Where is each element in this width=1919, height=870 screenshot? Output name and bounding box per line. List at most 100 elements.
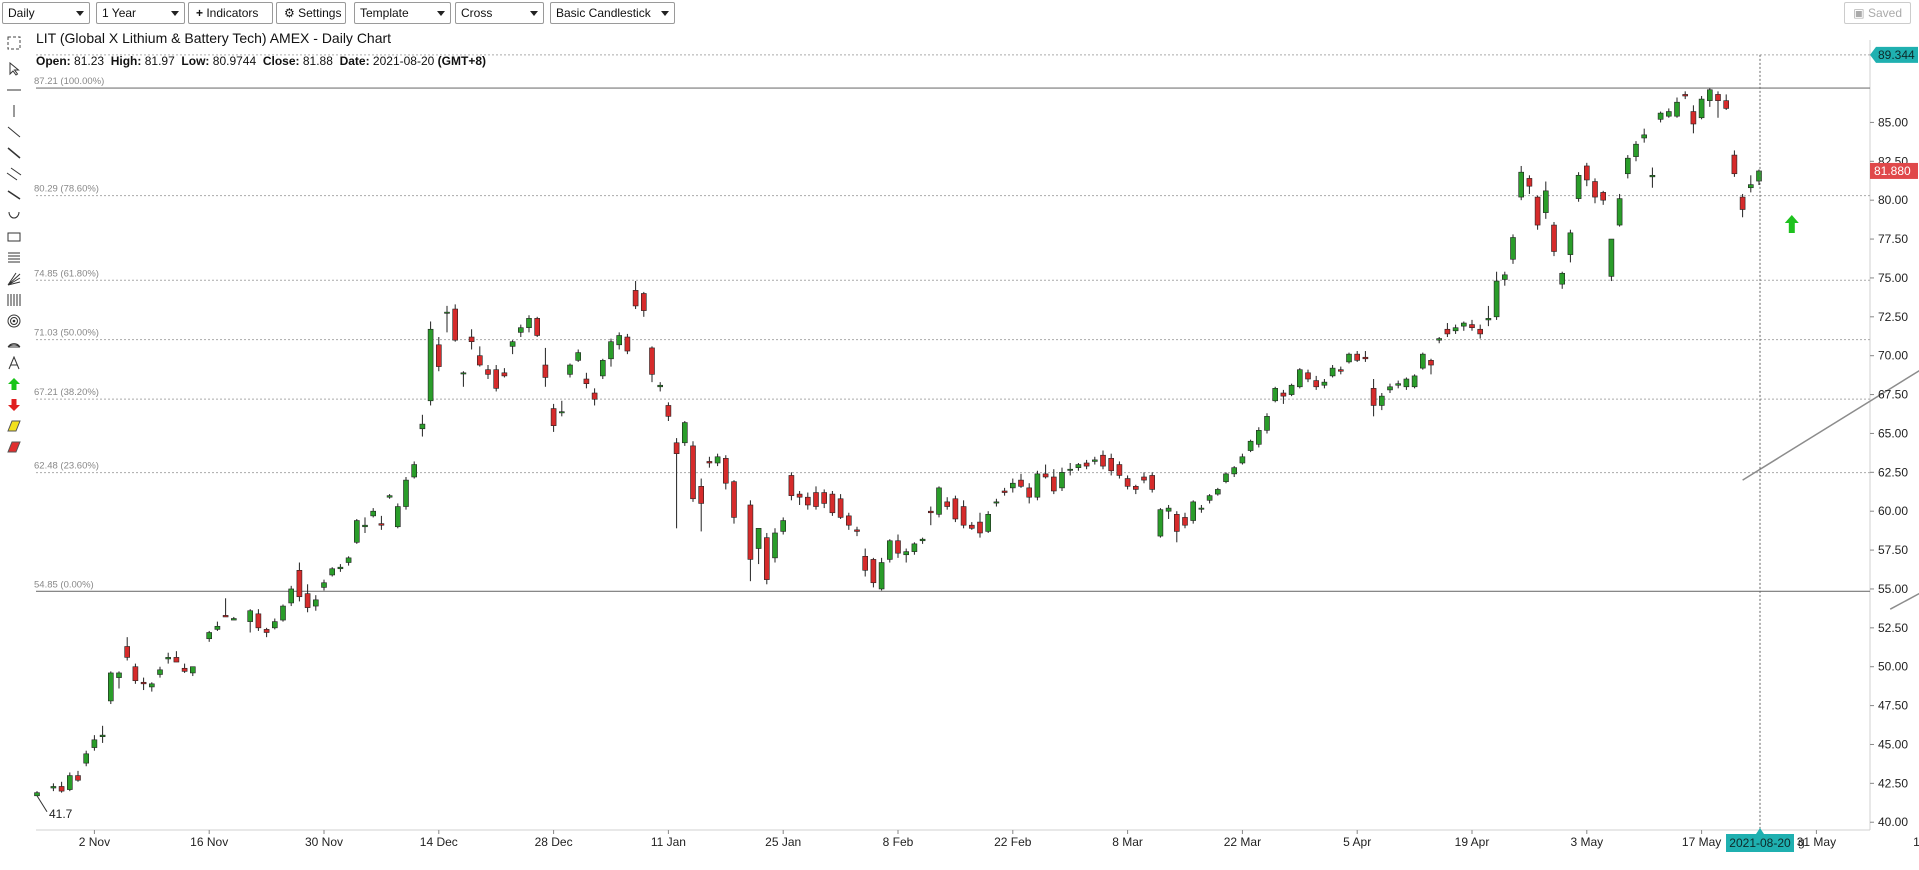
candle-down — [1477, 328, 1483, 335]
candle-up — [1157, 509, 1164, 537]
candle-up — [312, 599, 319, 607]
candle-up — [1395, 383, 1401, 386]
candle-up — [165, 657, 171, 660]
y-tick-label: 80.00 — [1878, 193, 1908, 207]
highlighter-icon[interactable] — [4, 417, 24, 435]
rectangle-icon[interactable] — [4, 228, 24, 246]
candle-up — [878, 562, 885, 590]
speed-arc-icon[interactable] — [4, 333, 24, 351]
candle-up — [353, 520, 360, 543]
close-value: 81.88 — [302, 54, 333, 68]
interval-value: Daily — [8, 6, 35, 20]
candle-down — [1149, 475, 1155, 490]
candle-down — [1731, 154, 1738, 175]
fan-icon[interactable] — [4, 270, 24, 288]
candle-up — [1321, 381, 1328, 386]
pointer-icon[interactable] — [4, 60, 24, 78]
indicators-button[interactable]: + Indicators — [188, 2, 273, 24]
open-label: Open: — [36, 54, 71, 68]
candle-down — [1370, 388, 1377, 406]
x-tick-label: 14 Dec — [420, 835, 458, 849]
candle-up — [1247, 440, 1254, 451]
candle-down — [140, 681, 147, 685]
arrow-down-icon[interactable] — [4, 396, 24, 414]
arc-icon[interactable] — [4, 207, 24, 225]
candle-down — [1116, 464, 1123, 476]
fullscreen-icon[interactable] — [4, 34, 24, 52]
y-tick-label: 72.50 — [1878, 310, 1908, 324]
candle-down — [747, 504, 754, 560]
high-value: 81.97 — [144, 54, 175, 68]
candle-down — [722, 458, 729, 484]
vertical-line-icon[interactable] — [4, 102, 24, 120]
candle-down — [1469, 324, 1475, 328]
candle-up — [1231, 467, 1237, 475]
x-tick-label: 28 Dec — [535, 835, 573, 849]
candle-down — [378, 523, 385, 526]
y-tick-label: 85.00 — [1878, 115, 1908, 129]
candle-up — [993, 501, 1000, 504]
fib-level-label: 67.21 (38.20%) — [34, 387, 99, 398]
time-zones-icon[interactable] — [4, 291, 24, 309]
fib-level-label: 71.03 (50.00%) — [34, 328, 99, 339]
candle-up — [1748, 184, 1754, 189]
candle-up — [247, 610, 253, 622]
fib-level-label: 74.85 (61.80%) — [34, 268, 99, 279]
candle-up — [1436, 338, 1442, 341]
circles-icon[interactable] — [4, 312, 24, 330]
range-dropdown[interactable]: 1 Year — [96, 2, 185, 24]
ray-line-icon[interactable] — [4, 144, 24, 162]
candle-up — [1518, 171, 1524, 198]
candle-up — [1239, 456, 1246, 464]
saved-button[interactable]: ▣ Saved — [1844, 2, 1911, 24]
channel-icon[interactable] — [4, 165, 24, 183]
candle-up — [329, 568, 336, 576]
horizontal-line-icon[interactable] — [4, 81, 24, 99]
candle-down — [673, 442, 680, 454]
x-tick-label: 19 Apr — [1455, 835, 1490, 849]
arrow-up-icon[interactable] — [4, 375, 24, 393]
candle-up — [599, 360, 606, 377]
extended-line-icon[interactable] — [4, 186, 24, 204]
candle-down — [1141, 476, 1147, 481]
eraser-icon[interactable] — [4, 438, 24, 456]
candle-down — [1690, 111, 1697, 125]
candle-up — [190, 666, 196, 674]
top-price-tag — [1870, 46, 1918, 63]
interval-dropdown[interactable]: Daily — [2, 2, 90, 24]
x-tick-label: 31 May — [1797, 835, 1836, 849]
trend-line-icon[interactable] — [4, 123, 24, 141]
candle-up — [886, 540, 893, 560]
text-icon[interactable] — [4, 354, 24, 372]
chart-style-dropdown[interactable]: Basic Candlestick — [550, 2, 675, 24]
candle-up — [616, 335, 623, 346]
candle-up — [1543, 190, 1549, 213]
candle-up — [460, 372, 467, 375]
template-dropdown[interactable]: Template — [354, 2, 451, 24]
candle-up — [911, 543, 918, 552]
candle-down — [649, 347, 655, 375]
candle-up — [1215, 489, 1221, 495]
y-tick-label: 57.50 — [1878, 543, 1908, 557]
fibonacci-icon[interactable] — [4, 249, 24, 267]
chevron-down-icon — [661, 11, 669, 16]
candle-up — [1698, 98, 1705, 119]
candle-down — [698, 486, 705, 504]
candle-up — [419, 423, 426, 430]
buy-arrow-marker — [1784, 215, 1799, 234]
candle-down — [1001, 490, 1008, 493]
y-tick-label: 62.50 — [1878, 465, 1908, 479]
candle-up — [99, 734, 106, 737]
candle-down — [476, 355, 483, 366]
candle-up — [1616, 198, 1623, 226]
close-label: Close: — [262, 54, 300, 68]
settings-button[interactable]: ⚙ Settings — [276, 2, 346, 24]
cursor-dropdown[interactable]: Cross — [455, 2, 544, 24]
candle-up — [1165, 507, 1172, 512]
candle-down — [304, 593, 311, 608]
candle-down — [788, 475, 795, 496]
candle-down — [1584, 165, 1590, 181]
candle-down — [870, 559, 877, 584]
chevron-down-icon — [437, 11, 445, 16]
